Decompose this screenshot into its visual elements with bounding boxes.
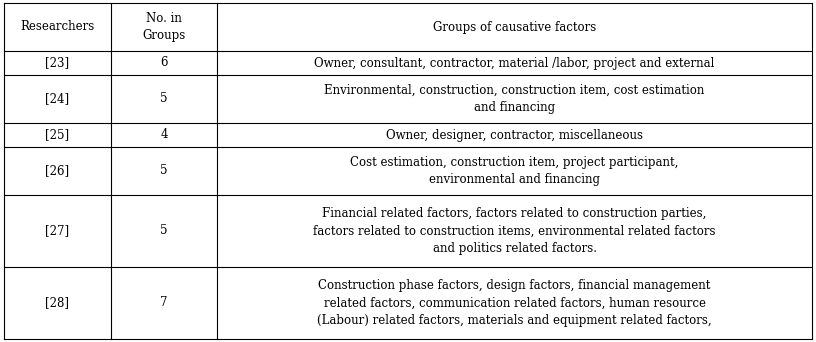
Text: [24]: [24] bbox=[45, 92, 69, 105]
Text: 7: 7 bbox=[160, 297, 168, 310]
Text: Construction phase factors, design factors, financial management
related factors: Construction phase factors, design facto… bbox=[317, 279, 712, 327]
Text: Owner, consultant, contractor, material /labor, project and external: Owner, consultant, contractor, material … bbox=[314, 56, 715, 69]
Text: [26]: [26] bbox=[45, 165, 69, 177]
Text: 5: 5 bbox=[160, 165, 168, 177]
Text: Environmental, construction, construction item, cost estimation
and financing: Environmental, construction, constructio… bbox=[325, 84, 705, 114]
Text: No. in
Groups: No. in Groups bbox=[142, 12, 185, 42]
Text: Financial related factors, factors related to construction parties,
factors rela: Financial related factors, factors relat… bbox=[313, 207, 716, 255]
Text: 5: 5 bbox=[160, 92, 168, 105]
Text: 4: 4 bbox=[160, 129, 168, 142]
Text: Researchers: Researchers bbox=[20, 21, 95, 34]
Text: [28]: [28] bbox=[46, 297, 69, 310]
Text: [25]: [25] bbox=[45, 129, 69, 142]
Text: [23]: [23] bbox=[45, 56, 69, 69]
Text: 6: 6 bbox=[160, 56, 168, 69]
Text: Owner, designer, contractor, miscellaneous: Owner, designer, contractor, miscellaneo… bbox=[386, 129, 643, 142]
Text: [27]: [27] bbox=[45, 224, 69, 237]
Text: Cost estimation, construction item, project participant,
environmental and finan: Cost estimation, construction item, proj… bbox=[350, 156, 679, 186]
Text: Groups of causative factors: Groups of causative factors bbox=[433, 21, 596, 34]
Text: 5: 5 bbox=[160, 224, 168, 237]
